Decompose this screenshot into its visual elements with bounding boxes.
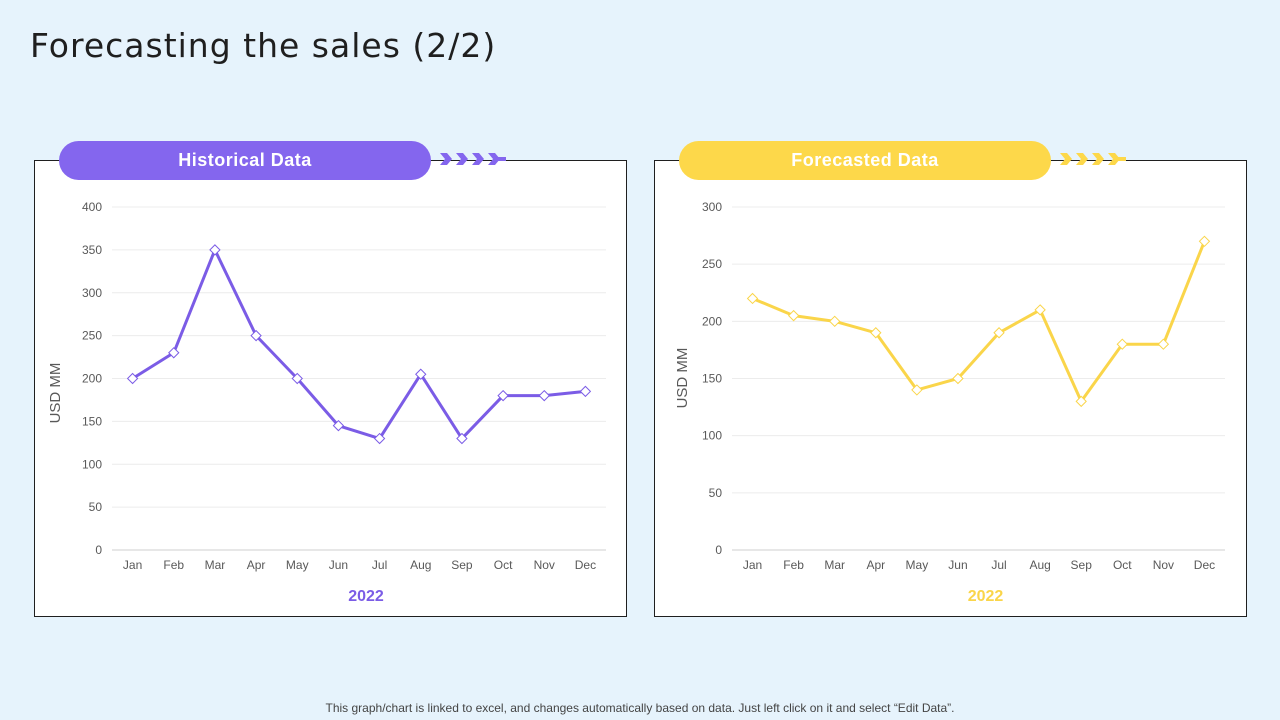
chevron-tail: [498, 157, 506, 161]
x-axis-label: 2022: [968, 588, 1004, 605]
data-point-marker[interactable]: [1116, 338, 1128, 350]
data-point-marker[interactable]: [1198, 235, 1211, 248]
data-point-marker[interactable]: [952, 372, 964, 385]
y-axis-label: USD MM: [674, 348, 691, 409]
data-point-marker[interactable]: [1157, 338, 1170, 350]
x-tick-label: Mar: [205, 558, 226, 572]
data-point-marker[interactable]: [993, 327, 1005, 339]
y-tick-label: 250: [702, 257, 722, 271]
x-tick-label: Jun: [948, 558, 967, 572]
data-point-marker[interactable]: [250, 329, 262, 342]
x-tick-label: Aug: [1029, 558, 1050, 572]
x-tick-label: Jan: [743, 558, 762, 572]
x-tick-label: Jul: [372, 558, 387, 572]
y-tick-label: 0: [95, 543, 102, 557]
x-tick-label: Dec: [1194, 558, 1215, 572]
chevron-icon: [1108, 153, 1120, 165]
data-point-marker[interactable]: [209, 244, 221, 256]
forecasted-chart-panel: 0 50 100 150 200 250 300 Jan Feb Mar Apr May Jun Jul A…: [654, 160, 1247, 617]
x-tick-label: Dec: [575, 558, 596, 572]
data-point-marker[interactable]: [829, 315, 841, 328]
y-tick-label: 150: [82, 414, 102, 428]
y-tick-label: 0: [715, 543, 722, 557]
x-tick-label: Jul: [991, 558, 1006, 572]
data-point-marker[interactable]: [746, 292, 759, 305]
data-point-marker[interactable]: [126, 372, 139, 385]
chevron-icon: [456, 153, 468, 165]
chevron-icon: [1060, 153, 1072, 165]
x-tick-label: Mar: [824, 558, 845, 572]
x-tick-label: Apr: [247, 558, 266, 572]
series-line: [131, 248, 587, 441]
historical-chart-panel: 0 50 100 150 200 250 300 350 400 Jan Feb Mar Apr May J…: [34, 160, 627, 617]
data-point-marker[interactable]: [456, 432, 468, 445]
x-tick-label: Sep: [451, 558, 473, 572]
y-tick-label: 250: [82, 329, 102, 343]
data-point-marker[interactable]: [291, 372, 303, 385]
data-point-marker[interactable]: [911, 384, 923, 396]
data-point-marker[interactable]: [497, 389, 509, 402]
y-tick-label: 50: [89, 500, 103, 514]
chevron-icon: [440, 153, 452, 165]
x-tick-label: Sep: [1071, 558, 1093, 572]
x-tick-label: Oct: [1113, 558, 1132, 572]
page-title: Forecasting the sales (2/2): [30, 26, 497, 65]
forecasted-line-chart[interactable]: 0 50 100 150 200 250 300 Jan Feb Mar Apr May Jun Jul A…: [655, 161, 1246, 616]
y-tick-label: 300: [702, 200, 722, 214]
y-tick-label: 400: [82, 200, 102, 214]
y-tick-label: 50: [709, 486, 723, 500]
x-tick-label: Nov: [1153, 558, 1174, 572]
data-point-marker[interactable]: [870, 327, 882, 339]
data-point-marker[interactable]: [1034, 304, 1046, 316]
x-axis-label: 2022: [348, 588, 384, 605]
x-tick-label: Nov: [534, 558, 555, 572]
data-point-marker[interactable]: [787, 309, 800, 322]
y-axis-label: USD MM: [47, 363, 64, 424]
data-point-marker[interactable]: [1075, 395, 1087, 408]
data-point-marker[interactable]: [168, 347, 180, 359]
chevron-icon: [1076, 153, 1088, 165]
x-tick-label: Apr: [866, 558, 885, 572]
x-tick-label: Feb: [163, 558, 184, 572]
data-point-marker[interactable]: [415, 368, 427, 380]
x-tick-label: Jun: [329, 558, 348, 572]
data-point-marker[interactable]: [579, 385, 592, 398]
x-tick-label: Aug: [410, 558, 431, 572]
historical-chevrons-icon: [440, 153, 506, 165]
forecasted-chevrons-icon: [1060, 153, 1126, 165]
y-tick-label: 300: [82, 286, 102, 300]
y-tick-label: 200: [82, 372, 102, 386]
x-tick-label: Feb: [783, 558, 804, 572]
x-tick-label: Oct: [494, 558, 513, 572]
historical-line-chart[interactable]: 0 50 100 150 200 250 300 350 400 Jan Feb Mar Apr May J…: [35, 161, 626, 616]
footer-note: This graph/chart is linked to excel, and…: [325, 701, 955, 715]
chevron-icon: [472, 153, 484, 165]
x-tick-label: May: [906, 558, 929, 572]
y-tick-label: 100: [82, 457, 102, 471]
forecasted-data-header: Forecasted Data: [679, 141, 1051, 180]
chevron-tail: [1118, 157, 1126, 161]
x-tick-label: Jan: [123, 558, 142, 572]
y-tick-label: 150: [702, 372, 722, 386]
chevron-icon: [488, 153, 500, 165]
data-point-marker[interactable]: [373, 432, 386, 445]
y-tick-label: 350: [82, 243, 102, 257]
historical-data-header: Historical Data: [59, 141, 431, 180]
y-tick-label: 100: [702, 429, 722, 443]
x-tick-label: May: [286, 558, 309, 572]
data-point-marker[interactable]: [538, 389, 550, 402]
data-point-marker[interactable]: [332, 419, 345, 432]
series-line: [751, 239, 1206, 403]
chevron-icon: [1092, 153, 1104, 165]
y-tick-label: 200: [702, 314, 722, 328]
